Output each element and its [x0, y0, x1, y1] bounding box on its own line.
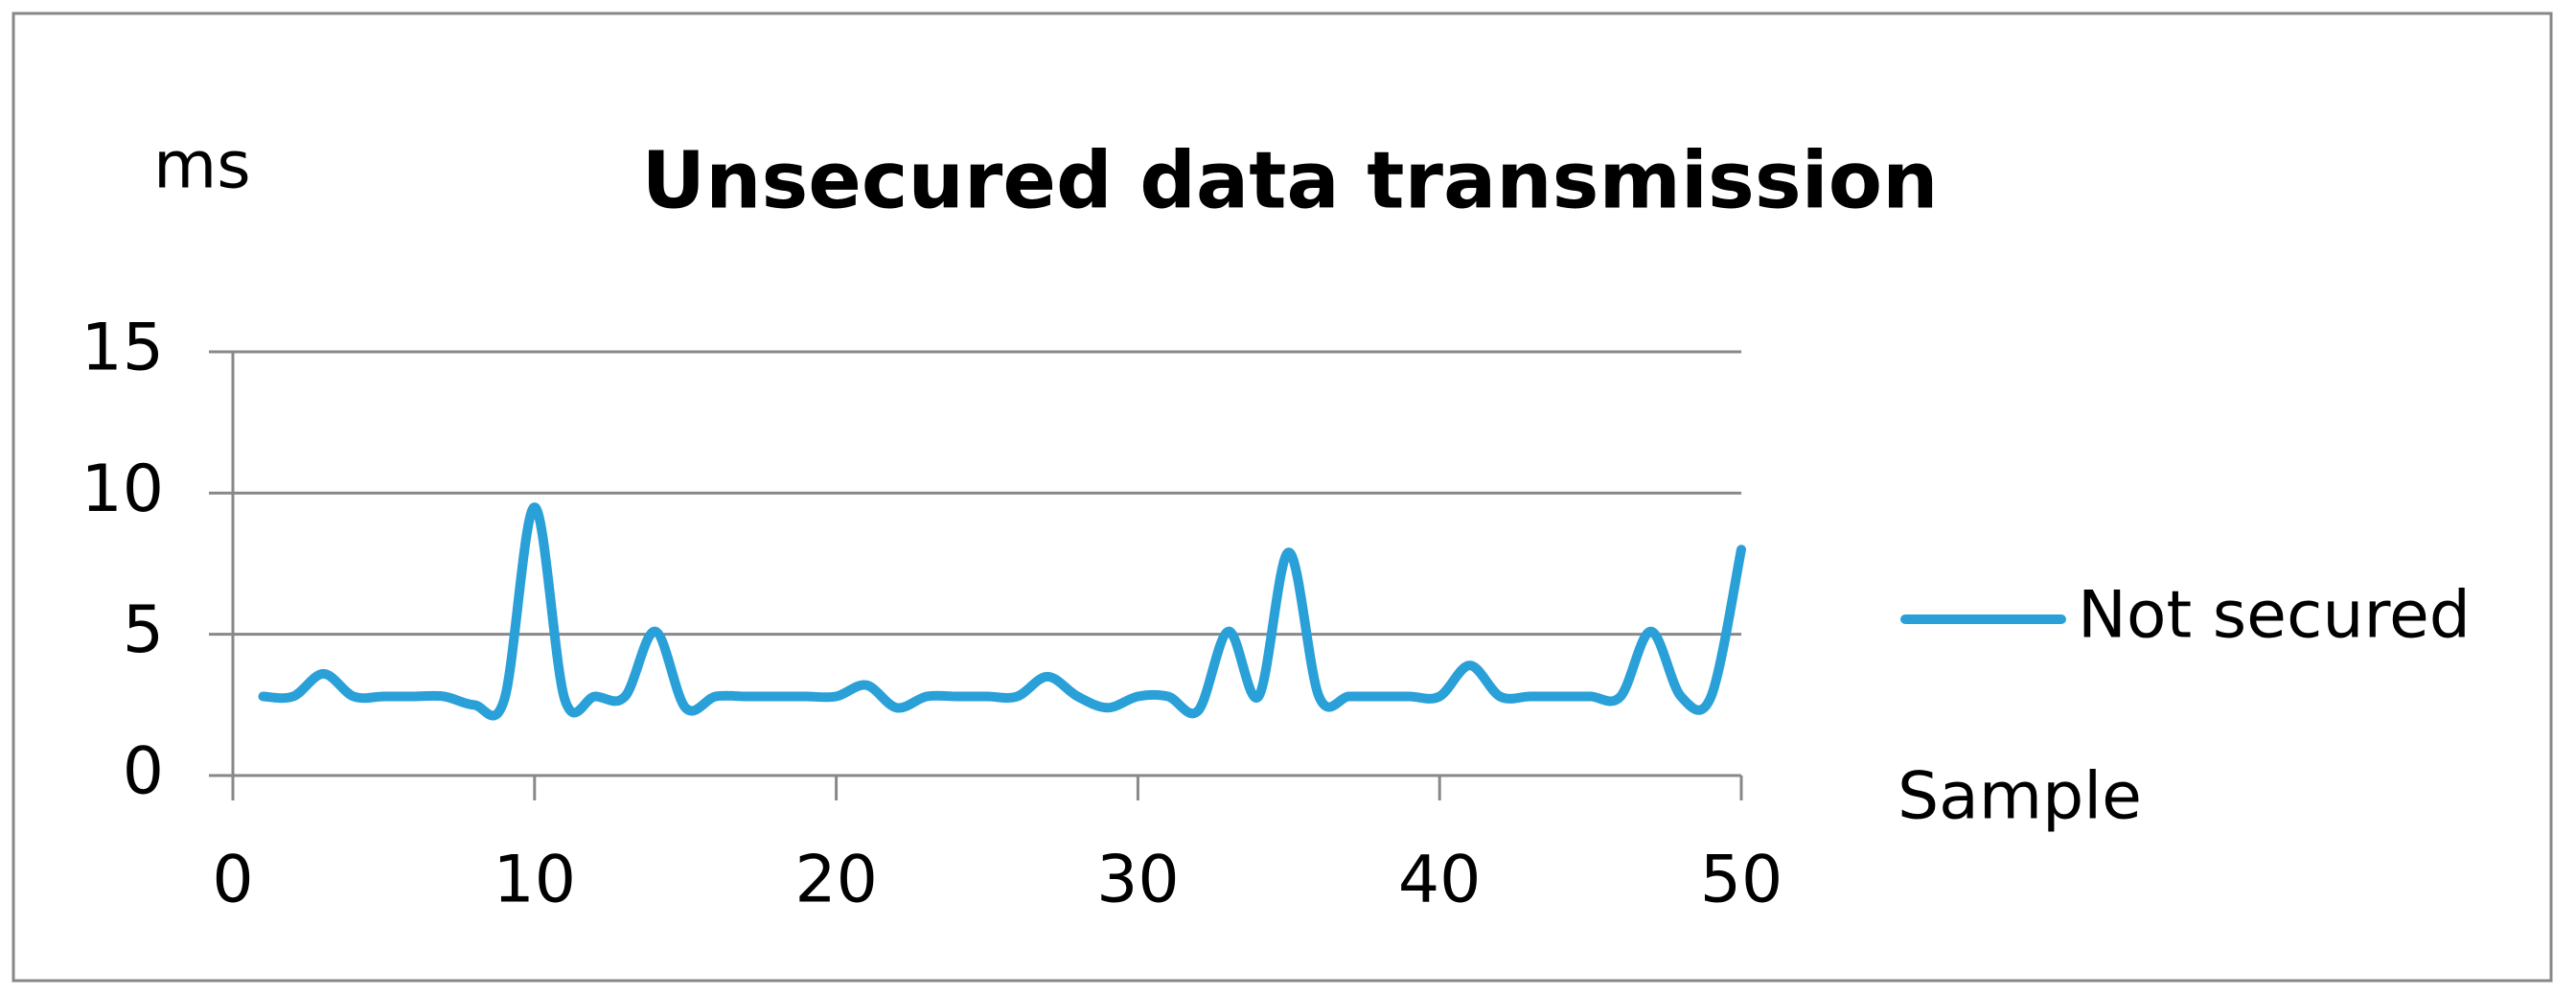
legend-label: Not secured — [2078, 578, 2471, 654]
chart-title: Unsecured data transmission — [642, 135, 1939, 226]
y-tick-label: 0 — [123, 734, 164, 810]
x-tick-label: 30 — [1096, 843, 1180, 918]
y-axis-label: ms — [153, 128, 251, 204]
x-axis-label: Sample — [1898, 759, 2142, 835]
series-line — [258, 502, 1746, 721]
x-tick-label: 10 — [494, 843, 577, 918]
x-tick-label: 0 — [212, 843, 253, 918]
y-tick-label: 15 — [80, 311, 164, 386]
y-tick-label: 10 — [80, 452, 164, 527]
chart-border — [12, 12, 2553, 983]
y-tick-label: 5 — [123, 592, 164, 668]
x-tick-label: 20 — [794, 843, 878, 918]
x-tick-label: 50 — [1700, 843, 1783, 918]
x-tick-label: 40 — [1398, 843, 1482, 918]
